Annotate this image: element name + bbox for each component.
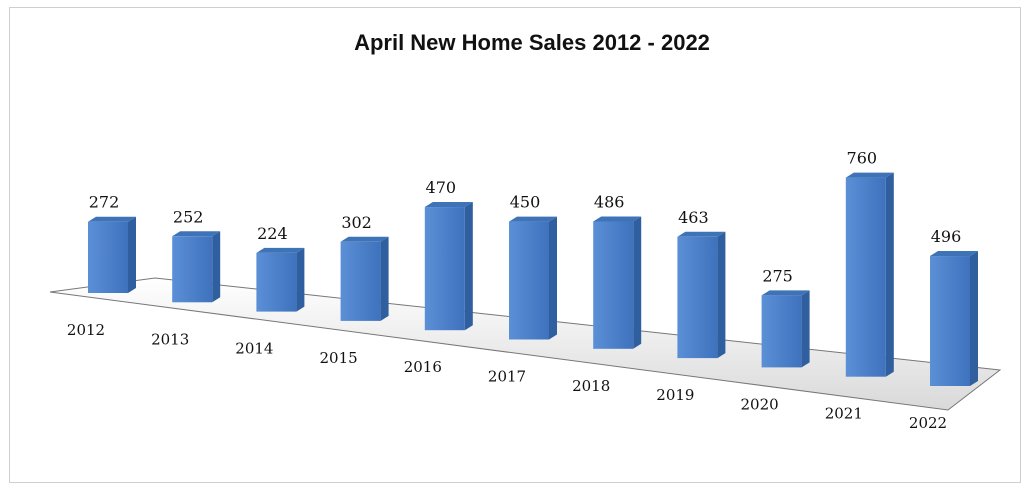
bar-2020	[761, 290, 810, 368]
bar-side	[633, 216, 642, 349]
bar-2017	[509, 216, 557, 340]
bar-front	[509, 221, 549, 340]
bar-2012	[88, 216, 136, 293]
value-label: 496	[931, 227, 962, 246]
bar-2014	[256, 247, 305, 312]
bar-front	[424, 207, 465, 331]
bar-top	[845, 172, 894, 178]
bar-side	[970, 251, 978, 386]
bar-2019	[677, 231, 726, 359]
bar-top	[930, 251, 978, 257]
bar-front	[340, 241, 381, 321]
bar-side	[464, 202, 473, 331]
bar-side	[801, 290, 810, 368]
category-label: 2012	[67, 321, 105, 339]
bar-side	[296, 247, 305, 312]
category-label: 2017	[488, 368, 526, 386]
bar-top	[761, 290, 810, 296]
bar-front	[677, 236, 718, 359]
bar-side	[885, 172, 894, 377]
bar-side	[717, 231, 726, 359]
value-label: 272	[89, 193, 120, 212]
category-label: 2013	[151, 330, 189, 348]
category-label: 2014	[235, 340, 273, 358]
category-label: 2022	[909, 414, 947, 432]
bar-top	[677, 231, 726, 237]
value-label: 760	[847, 149, 878, 168]
chart-title: April New Home Sales 2012 - 2022	[354, 30, 710, 55]
bar-top	[424, 202, 473, 208]
bar-2015	[340, 236, 389, 321]
bar-chart: April New Home Sales 2012 - 2022 272 2012…	[49, 30, 1002, 432]
value-label: 470	[426, 178, 457, 197]
bar-top	[172, 231, 221, 237]
value-label: 252	[173, 207, 204, 226]
labels-layer: 272 2012 252 2013 224 2014 302 2015 470 2016 450 20…	[67, 149, 961, 432]
bar-front	[88, 221, 128, 293]
bar-top	[256, 247, 305, 253]
bar-2016	[424, 202, 473, 331]
value-label: 450	[510, 193, 541, 212]
category-label: 2016	[404, 358, 442, 376]
bar-2022	[930, 251, 978, 386]
category-label: 2021	[825, 405, 863, 423]
value-label: 486	[594, 192, 625, 211]
value-label: 224	[257, 224, 288, 243]
bar-top	[340, 236, 389, 242]
bar-front	[593, 221, 634, 349]
bars-layer	[88, 172, 978, 386]
bar-top	[593, 216, 642, 222]
bar-side	[212, 231, 221, 303]
bar-front	[845, 177, 886, 377]
bar-side	[549, 216, 557, 340]
bar-side	[128, 216, 136, 293]
bar-2013	[172, 231, 221, 303]
bar-side	[380, 236, 389, 321]
category-label: 2020	[741, 395, 779, 413]
bar-front	[256, 252, 297, 312]
bar-front	[930, 256, 970, 386]
category-label: 2018	[572, 377, 610, 395]
category-label: 2019	[656, 386, 694, 404]
bar-top	[509, 216, 557, 222]
category-label: 2015	[320, 349, 358, 367]
value-label: 302	[341, 213, 372, 232]
chart-frame: April New Home Sales 2012 - 2022 272 2012…	[9, 7, 1021, 483]
bar-front	[761, 295, 802, 368]
bar-2018	[593, 216, 642, 349]
bar-top	[88, 216, 136, 222]
value-label: 463	[678, 208, 709, 227]
value-label: 275	[762, 266, 793, 285]
bar-front	[172, 236, 213, 303]
bar-2021	[845, 172, 894, 377]
